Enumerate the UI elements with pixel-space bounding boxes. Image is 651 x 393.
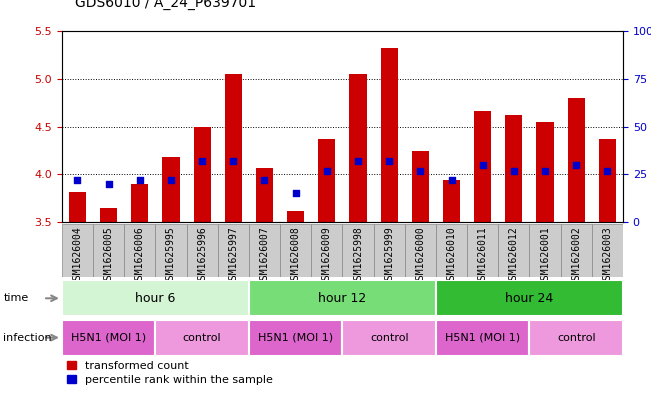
Text: hour 24: hour 24 <box>505 292 553 305</box>
Bar <box>436 320 529 356</box>
Text: GSM1626004: GSM1626004 <box>72 227 83 285</box>
Text: GSM1626002: GSM1626002 <box>571 227 581 285</box>
Text: time: time <box>3 293 29 303</box>
Bar <box>256 168 273 222</box>
Point <box>384 158 395 164</box>
Text: H5N1 (MOI 1): H5N1 (MOI 1) <box>445 332 520 343</box>
Bar <box>412 151 429 222</box>
Bar <box>568 98 585 222</box>
Text: GSM1625998: GSM1625998 <box>353 227 363 285</box>
Point <box>602 167 613 174</box>
Bar <box>187 224 217 277</box>
Text: hour 6: hour 6 <box>135 292 176 305</box>
Bar <box>592 224 623 277</box>
Text: GSM1625999: GSM1625999 <box>384 227 395 285</box>
Text: H5N1 (MOI 1): H5N1 (MOI 1) <box>71 332 146 343</box>
Point <box>477 162 488 168</box>
Bar <box>443 180 460 222</box>
Point <box>228 158 238 164</box>
Bar <box>69 191 86 222</box>
Point <box>197 158 207 164</box>
Bar <box>318 139 335 222</box>
Bar <box>436 280 623 316</box>
Text: control: control <box>370 332 408 343</box>
Bar <box>124 224 156 277</box>
Point <box>322 167 332 174</box>
Point <box>290 190 301 196</box>
Bar <box>162 157 180 222</box>
Point <box>508 167 519 174</box>
Bar <box>62 224 93 277</box>
Point <box>135 177 145 183</box>
Text: GSM1626012: GSM1626012 <box>509 227 519 285</box>
Bar <box>529 320 623 356</box>
Bar <box>561 224 592 277</box>
Bar <box>436 224 467 277</box>
Bar <box>217 224 249 277</box>
Bar <box>100 208 117 222</box>
Bar <box>225 74 242 222</box>
Bar <box>342 320 436 356</box>
Bar <box>193 127 211 222</box>
Text: GSM1625995: GSM1625995 <box>166 227 176 285</box>
Text: GSM1626003: GSM1626003 <box>602 227 613 285</box>
Bar <box>505 115 523 222</box>
Bar <box>132 184 148 222</box>
Bar <box>280 224 311 277</box>
Point <box>447 177 457 183</box>
Bar <box>249 280 436 316</box>
Bar <box>156 320 249 356</box>
Legend: transformed count, percentile rank within the sample: transformed count, percentile rank withi… <box>68 361 273 385</box>
Text: GSM1625997: GSM1625997 <box>229 227 238 285</box>
Text: GDS6010 / A_24_P639701: GDS6010 / A_24_P639701 <box>75 0 256 10</box>
Point <box>540 167 550 174</box>
Bar <box>156 224 187 277</box>
Text: GSM1626007: GSM1626007 <box>260 227 270 285</box>
Point <box>571 162 581 168</box>
Bar <box>405 224 436 277</box>
Point <box>104 181 114 187</box>
Bar <box>474 110 492 222</box>
Bar <box>342 224 374 277</box>
Text: GSM1626009: GSM1626009 <box>322 227 332 285</box>
Bar <box>381 48 398 222</box>
Bar <box>62 320 156 356</box>
Text: GSM1626001: GSM1626001 <box>540 227 550 285</box>
Bar <box>374 224 405 277</box>
Text: control: control <box>557 332 596 343</box>
Text: GSM1626005: GSM1626005 <box>104 227 114 285</box>
Text: control: control <box>183 332 221 343</box>
Bar <box>249 320 342 356</box>
Text: GSM1626000: GSM1626000 <box>415 227 425 285</box>
Text: GSM1626010: GSM1626010 <box>447 227 456 285</box>
Text: hour 12: hour 12 <box>318 292 367 305</box>
Point <box>353 158 363 164</box>
Bar <box>287 211 304 222</box>
Point <box>166 177 176 183</box>
Text: GSM1626006: GSM1626006 <box>135 227 145 285</box>
Text: infection: infection <box>3 332 52 343</box>
Point <box>415 167 426 174</box>
Bar <box>599 139 616 222</box>
Bar <box>249 224 280 277</box>
Text: GSM1626011: GSM1626011 <box>478 227 488 285</box>
Bar <box>62 280 249 316</box>
Bar <box>498 224 529 277</box>
Bar <box>529 224 561 277</box>
Text: GSM1626008: GSM1626008 <box>290 227 301 285</box>
Bar <box>536 122 553 222</box>
Bar <box>350 74 367 222</box>
Point <box>72 177 83 183</box>
Point <box>259 177 270 183</box>
Bar <box>311 224 342 277</box>
Text: H5N1 (MOI 1): H5N1 (MOI 1) <box>258 332 333 343</box>
Text: GSM1625996: GSM1625996 <box>197 227 207 285</box>
Bar <box>467 224 498 277</box>
Bar <box>93 224 124 277</box>
